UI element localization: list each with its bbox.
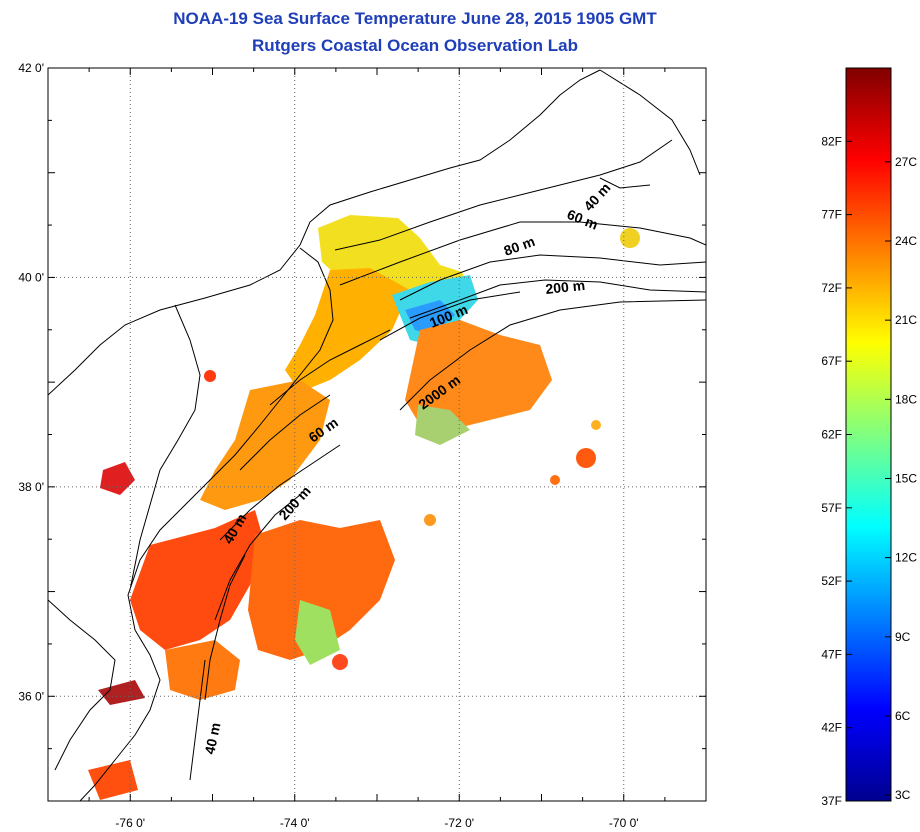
sst-patch — [295, 600, 340, 665]
map-subtitle: Rutgers Coastal Ocean Observation Lab — [252, 36, 578, 55]
sst-patch — [204, 370, 216, 382]
colorbar-fahrenheit-label: 57F — [821, 501, 842, 515]
isobath-shelf-f — [189, 659, 206, 781]
sst-patch — [424, 514, 436, 526]
isobath-80m — [399, 254, 706, 301]
isobath-40m — [334, 139, 673, 251]
colorbar-fahrenheit-label: 52F — [821, 574, 842, 588]
map-title: NOAA-19 Sea Surface Temperature June 28,… — [173, 9, 657, 28]
coastline — [48, 599, 116, 771]
sst-patch — [88, 760, 138, 800]
axis-tick-labels: -76 0' -74 0' -72 0' -70 0' 42 0' 40 0' 38 0' 3… — [18, 61, 638, 830]
lon-tick-label: -70 0' — [609, 816, 639, 830]
isobath-200m — [409, 279, 706, 319]
contour-label: 200 m — [545, 277, 586, 297]
colorbar-ticks — [846, 140, 891, 802]
isobath-100m — [379, 291, 521, 341]
sst-patch — [165, 640, 240, 700]
coastline-layer — [48, 69, 706, 801]
colorbar-celsius-label: 12C — [895, 551, 917, 565]
coastline — [129, 304, 201, 591]
colorbar-celsius-label: 6C — [895, 709, 911, 723]
colorbar-fahrenheit-label: 82F — [821, 134, 842, 148]
sst-patch — [405, 300, 455, 335]
colorbar-fahrenheit-label: 77F — [821, 208, 842, 222]
isobath-shelf-e — [204, 554, 246, 701]
colorbar-celsius-label: 18C — [895, 392, 917, 406]
axis-ticks — [47, 67, 707, 802]
colorbar-labels: 82F 77F 72F 67F 62F 57F 52F 47F 42F 37F 27C 24C 21C 1… — [821, 134, 917, 808]
coastline — [48, 69, 601, 396]
contour-label: 80 m — [502, 233, 537, 259]
isobath-2000m — [399, 299, 706, 411]
lat-tick-label: 36 0' — [18, 689, 44, 703]
graticule — [48, 67, 706, 801]
colorbar-celsius-label: 27C — [895, 155, 917, 169]
plot-frame — [47, 67, 707, 802]
sst-patch — [98, 680, 145, 705]
isobath-60m — [339, 221, 706, 286]
sst-patch — [591, 420, 601, 430]
colorbar-fahrenheit-label: 37F — [821, 794, 842, 808]
colorbar-celsius-label: 21C — [895, 313, 917, 327]
sst-patch — [332, 654, 348, 670]
isobath-shelf-a — [269, 329, 391, 406]
lon-tick-label: -76 0' — [115, 816, 145, 830]
coastline — [599, 177, 651, 189]
lat-tick-label: 38 0' — [18, 480, 44, 494]
colorbar-celsius-label: 9C — [895, 630, 911, 644]
isobath-shelf-d — [214, 494, 301, 621]
sst-field — [88, 215, 640, 800]
colorbar-fahrenheit-label: 42F — [821, 721, 842, 735]
sst-patch — [285, 268, 410, 392]
colorbar-fahrenheit-label: 67F — [821, 354, 842, 368]
colorbar-celsius-label: 3C — [895, 788, 911, 802]
contour-label: 40 m — [580, 180, 613, 214]
contour-label: 40 m — [201, 721, 223, 756]
isobath-shelf-b — [239, 394, 331, 471]
sst-patch — [576, 448, 596, 468]
lon-tick-label: -72 0' — [444, 816, 474, 830]
sst-patch — [405, 320, 552, 430]
sst-patch — [248, 520, 395, 660]
sst-patch — [620, 228, 640, 248]
coastline — [79, 247, 334, 801]
colorbar-fahrenheit-label: 72F — [821, 281, 842, 295]
isobath-shelf-c — [219, 444, 341, 541]
colorbar — [845, 67, 892, 802]
colorbar-fahrenheit-label: 47F — [821, 647, 842, 661]
sst-patch — [415, 405, 470, 445]
sst-patch — [130, 510, 265, 650]
colorbar-fahrenheit-label: 62F — [821, 428, 842, 442]
colorbar-celsius-label: 24C — [895, 234, 917, 248]
sst-patch — [550, 475, 560, 485]
sst-patch — [100, 462, 135, 495]
lat-tick-label: 42 0' — [18, 61, 44, 75]
lon-tick-label: -74 0' — [280, 816, 310, 830]
lat-tick-label: 40 0' — [18, 270, 44, 284]
coastline — [599, 69, 701, 176]
colorbar-celsius-label: 15C — [895, 471, 917, 485]
